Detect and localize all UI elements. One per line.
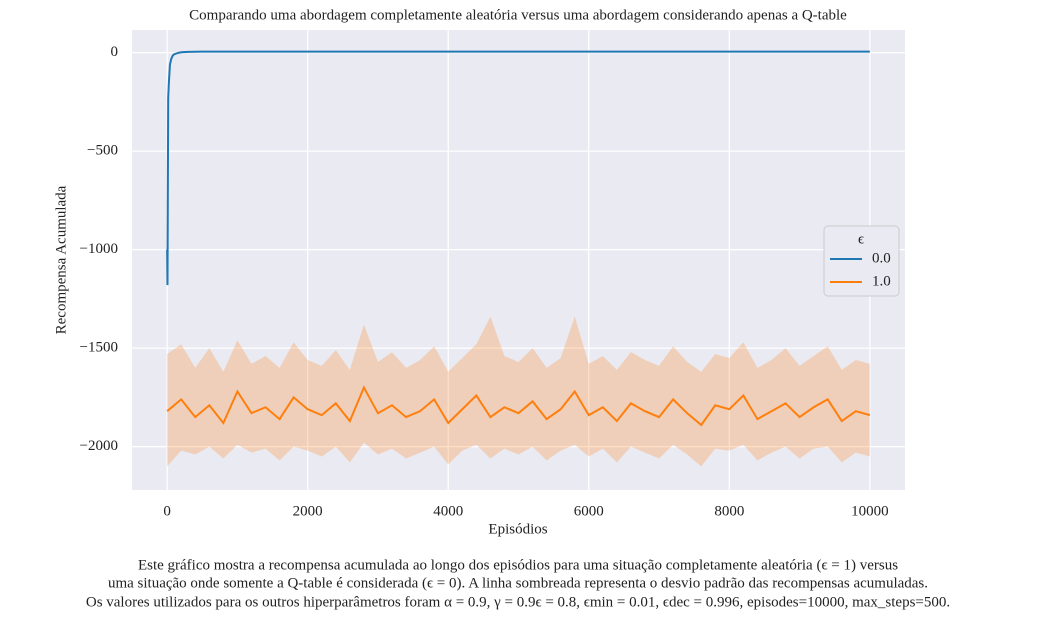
lines [166,50,871,427]
chart-title: Comparando uma abordagem completamente a… [189,7,847,23]
legend-label: 1.0 [872,273,891,289]
x-tick-label: 2000 [293,503,323,519]
series-line [166,50,870,286]
legend-box [823,225,900,297]
x-tick-label: 6000 [574,503,604,519]
caption-line: uma situação onde somente a Q-table é co… [108,575,928,591]
x-tick-label: 8000 [714,503,744,519]
y-tick-label: −1500 [80,340,118,356]
legend-title: ϵ [858,231,864,247]
x-axis-label: Episódios [488,521,547,537]
legend-label: 0.0 [872,250,891,266]
x-tick-label: 10000 [851,503,889,519]
series-line [166,385,871,427]
y-tick-label: −1000 [80,241,118,257]
bands [167,316,870,467]
caption-line: Os valores utilizados para os outros hip… [86,594,950,610]
y-tick-label: −500 [87,143,118,159]
y-tick-label: −2000 [80,438,118,454]
std-band [167,316,870,467]
x-tick-label: 4000 [433,503,463,519]
caption-line: Este gráfico mostra a recompensa acumula… [138,557,898,573]
y-axis-label: Recompensa Acumulada [53,185,69,334]
legend: ϵ 0.0 1.0 [823,225,900,297]
y-tick-label: 0 [111,44,119,60]
x-tick-label: 0 [163,503,171,519]
